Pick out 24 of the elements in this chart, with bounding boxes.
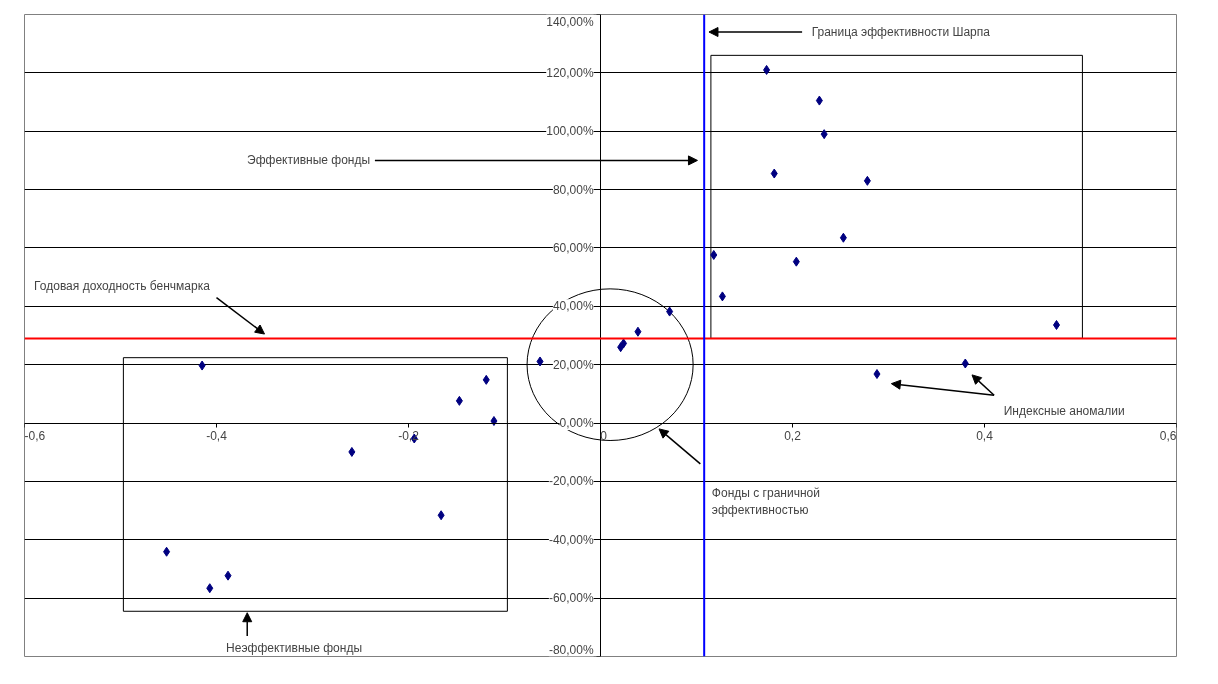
y-tick-label: 20,00% [552, 357, 594, 372]
y-tick-label: 40,00% [552, 299, 594, 314]
y-tick-label: -40,00% [548, 532, 594, 547]
y-tick-label: -60,00% [548, 591, 594, 606]
x-tick-label: -0,4 [206, 428, 228, 443]
x-tick-label: -0,6 [24, 428, 46, 443]
annotation: Фонды с граничной эффективностью [711, 486, 820, 518]
ref-line-label: Граница эффективности Шарпа [811, 25, 991, 40]
y-tick-label: 80,00% [552, 182, 594, 197]
annotation: Эффективные фонды [247, 153, 371, 168]
annotation: Неэффективные фонды [226, 640, 363, 655]
y-tick-label: -80,00% [548, 642, 594, 657]
x-tick-label: -0,2 [398, 428, 420, 443]
x-tick-label: 0,2 [784, 428, 802, 443]
annotation: Индексные аномалии [1003, 404, 1125, 419]
y-tick-label: 120,00% [546, 65, 594, 80]
ref-line-label: Годовая доходность бенчмарка [34, 278, 211, 293]
x-tick-label: 0,4 [976, 428, 994, 443]
y-tick-label: 0,00% [559, 416, 594, 431]
y-tick-label: 140,00% [546, 14, 594, 29]
y-tick-label: 60,00% [552, 240, 594, 255]
y-tick-label: 100,00% [546, 124, 594, 139]
x-tick-label: 0,6 [1159, 428, 1177, 443]
y-tick-label: -20,00% [548, 474, 594, 489]
